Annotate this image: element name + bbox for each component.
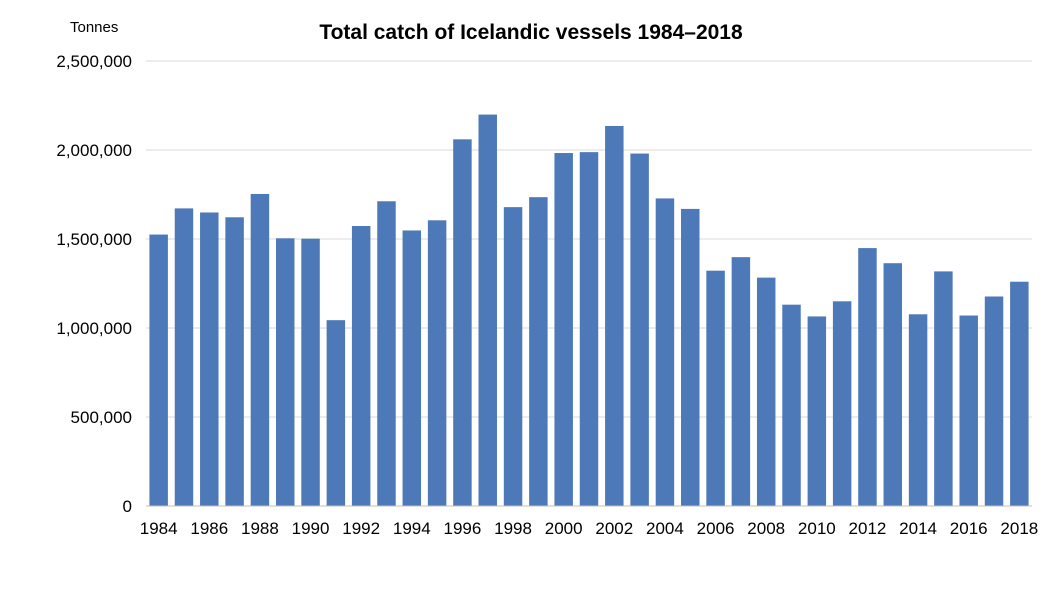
- bar: [655, 198, 675, 506]
- x-tick-label: 1996: [444, 519, 482, 538]
- bar: [984, 296, 1004, 506]
- y-tick-label: 1,000,000: [56, 319, 132, 338]
- x-tick-label: 2002: [595, 519, 633, 538]
- bar: [908, 314, 928, 506]
- bar: [529, 197, 548, 507]
- bar: [706, 270, 725, 506]
- x-axis-ticks: 1984 1986 1988 1990 1992 1994 1996 1998 2000 2002…: [140, 519, 1039, 538]
- bar: [782, 304, 801, 506]
- bar: [959, 315, 978, 506]
- bar: [453, 139, 472, 506]
- bar: [681, 208, 700, 506]
- bar: [554, 153, 573, 506]
- x-tick-label: 1988: [241, 519, 279, 538]
- x-tick-label: 1984: [140, 519, 178, 538]
- x-tick-label: 1990: [292, 519, 330, 538]
- bar: [1010, 281, 1029, 506]
- x-tick-label: 1986: [190, 519, 228, 538]
- bar: [377, 201, 396, 506]
- bar: [934, 271, 953, 506]
- x-tick-label: 1994: [393, 519, 431, 538]
- x-tick-label: 2000: [545, 519, 583, 538]
- y-tick-label: 2,500,000: [56, 52, 132, 71]
- bar: [858, 248, 877, 506]
- y-tick-label: 1,500,000: [56, 230, 132, 249]
- bar: [503, 207, 523, 506]
- x-tick-label: 2018: [1000, 519, 1038, 538]
- bar: [402, 230, 422, 506]
- x-tick-label: 2016: [950, 519, 988, 538]
- y-tick-label: 2,000,000: [56, 141, 132, 160]
- bar: [427, 220, 447, 506]
- bar: [605, 125, 624, 506]
- bar: [250, 193, 270, 506]
- bar: [275, 238, 295, 506]
- bar: [883, 263, 903, 506]
- bar: [579, 152, 599, 507]
- bar: [807, 316, 827, 506]
- chart-title: Total catch of Icelandic vessels 1984–20…: [319, 21, 743, 44]
- bar: [174, 208, 194, 506]
- bar: [731, 257, 751, 506]
- x-tick-label: 1992: [342, 519, 380, 538]
- x-tick-label: 2014: [899, 519, 937, 538]
- y-unit-label: Tonnes: [70, 19, 118, 36]
- bar: [200, 212, 219, 506]
- bar: [478, 114, 497, 506]
- bar: [351, 226, 371, 507]
- bar: [630, 153, 649, 506]
- bar: [326, 320, 346, 506]
- bar: [756, 277, 776, 506]
- bars: [149, 114, 1029, 507]
- bar: [149, 234, 168, 507]
- y-tick-label: 0: [123, 497, 132, 516]
- x-tick-label: 1998: [494, 519, 532, 538]
- x-tick-label: 2004: [646, 519, 684, 538]
- bar: [832, 301, 852, 506]
- x-tick-label: 2010: [798, 519, 836, 538]
- y-tick-label: 500,000: [71, 408, 132, 427]
- bar: [225, 217, 244, 506]
- x-tick-label: 2012: [849, 519, 887, 538]
- x-tick-label: 2006: [697, 519, 735, 538]
- bar: [301, 238, 320, 507]
- x-tick-label: 2008: [747, 519, 785, 538]
- y-axis-ticks: 0 500,000 1,000,000 1,500,000 2,000,000 2,500…: [56, 52, 132, 516]
